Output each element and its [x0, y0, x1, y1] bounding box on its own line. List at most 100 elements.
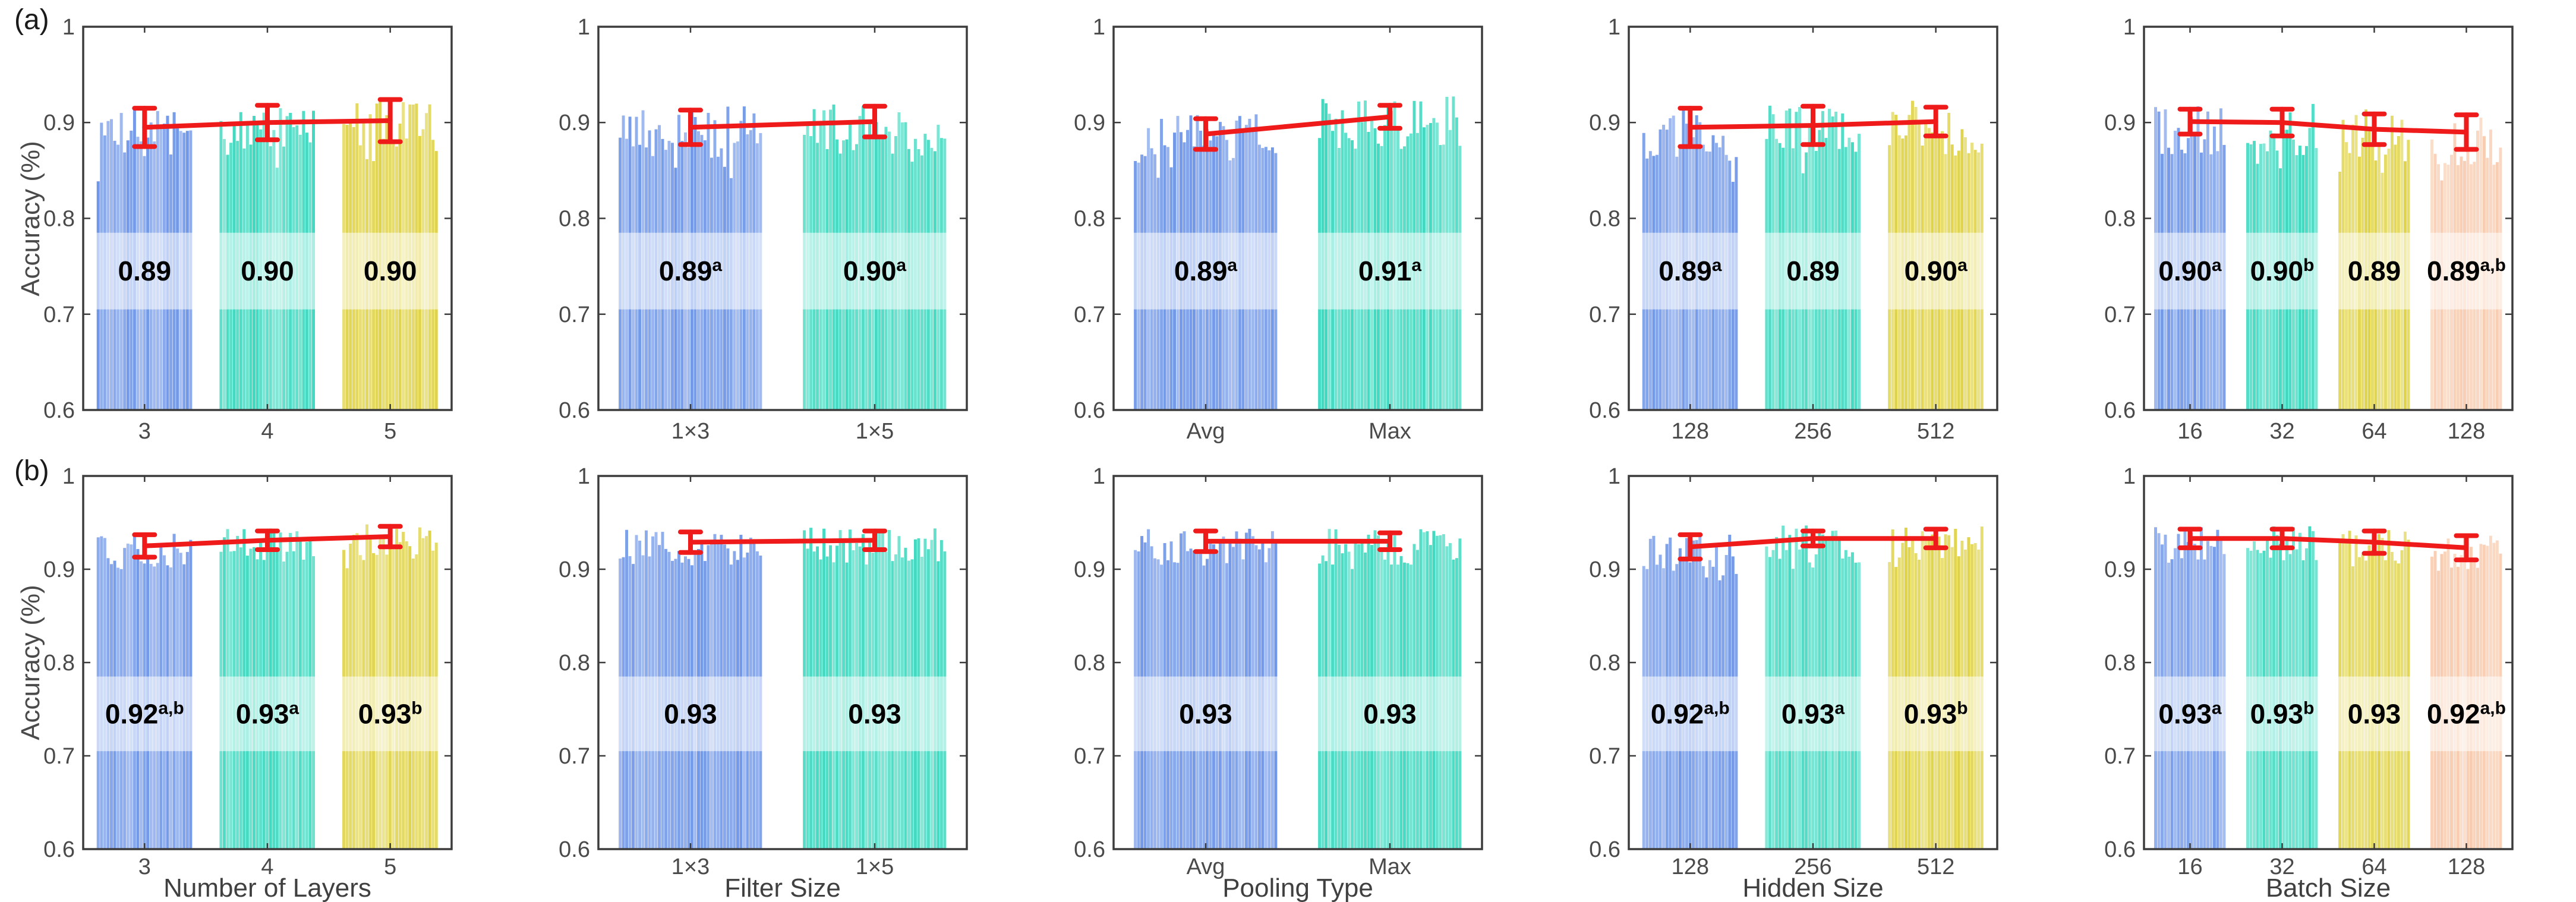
tick-marks — [1629, 475, 1997, 850]
subplot-a-batch-size: 0.90a 0.90b 0.89 0.89a,b 1 0.9 0.8 0.7 0.6 16 32 64… — [2061, 0, 2576, 451]
y-tick-label: 0.9 — [1074, 557, 1105, 582]
x-tick-label: 1×3 — [671, 854, 710, 879]
y-tick-label: 0.8 — [43, 207, 75, 232]
y-tick-label: 0.7 — [559, 744, 590, 769]
y-tick-label: 0.7 — [1589, 302, 1620, 327]
value-label: 0.89a — [659, 256, 723, 286]
y-tick-label: 0.7 — [2104, 302, 2136, 327]
x-tick-label: 3 — [138, 854, 151, 879]
x-tick-label: 1×5 — [856, 419, 894, 444]
x-tick-label: 1×3 — [671, 419, 710, 444]
x-tick-label: Max — [1369, 854, 1411, 879]
y-tick-label: 0.9 — [43, 557, 75, 582]
x-tick-label: 128 — [1672, 854, 1709, 879]
mean-line-and-error-bars — [1193, 528, 1402, 554]
y-tick-label: 1 — [2123, 464, 2136, 489]
y-tick-label: 0.6 — [559, 398, 590, 423]
mean-line-and-error-bars — [132, 523, 403, 560]
y-tick-label: 0.9 — [559, 557, 590, 582]
value-label: 0.89a — [1659, 256, 1722, 286]
value-label-band — [1114, 232, 1482, 310]
y-tick-label: 1 — [578, 15, 590, 40]
y-tick-label: 0.7 — [1074, 744, 1105, 769]
x-tick-label: 32 — [2269, 854, 2294, 879]
subplot-canvas: 0.89a 0.91a 1 0.9 0.8 0.7 0.6 Avg Max — [1074, 15, 1483, 444]
y-tick-label: 0.6 — [1589, 837, 1620, 862]
value-label-band — [2144, 232, 2512, 310]
subplot-b-number-of-layers: (b) Accuracy (%) 0.92a,b 0.93a 0.93b 1 0.9 0.… — [0, 451, 515, 902]
y-tick-label: 1 — [1608, 464, 1620, 489]
value-label: 0.93a — [236, 698, 299, 729]
y-tick-label: 1 — [1093, 464, 1105, 489]
x-tick-label: 128 — [2448, 854, 2485, 879]
x-tick-label: 16 — [2177, 854, 2202, 879]
value-label-band — [1114, 676, 1482, 752]
mean-line-and-error-bars — [2177, 106, 2479, 152]
mean-line-and-error-bars — [1678, 526, 1948, 562]
subplot-canvas: 0.89a 0.90a 1 0.9 0.8 0.7 0.6 1×3 1×5 — [559, 15, 968, 444]
subplot-a-filter-size: 0.89a 0.90a 1 0.9 0.8 0.7 0.6 1×3 1×5 — [515, 0, 1030, 451]
tick-marks — [1114, 26, 1482, 411]
tick-marks — [2144, 475, 2512, 850]
y-tick-label: 0.8 — [1074, 651, 1105, 676]
subplot-a-pooling-type: 0.89a 0.91a 1 0.9 0.8 0.7 0.6 Avg Max — [1030, 0, 1546, 451]
y-tick-label: 0.9 — [2104, 111, 2136, 135]
y-tick-label: 0.6 — [1589, 398, 1620, 423]
y-tick-label: 1 — [62, 15, 75, 40]
mean-line-and-error-bars — [1193, 103, 1402, 152]
x-tick-label: 32 — [2269, 419, 2294, 444]
value-label: 0.89a — [1174, 256, 1238, 286]
x-axis-label: Batch Size — [2266, 873, 2391, 902]
value-label-band — [1629, 676, 1997, 752]
tick-marks — [83, 26, 452, 411]
y-tick-label: 0.8 — [1074, 207, 1105, 232]
y-tick-label: 0.8 — [1589, 651, 1620, 676]
subplot-canvas: 0.93a 0.93b 0.93 0.92a,b10.90.80.70.616 32 64… — [2104, 464, 2514, 902]
value-label: 0.90 — [364, 256, 417, 286]
y-tick-label: 0.6 — [2104, 837, 2136, 862]
value-label: 0.89a,b — [2427, 256, 2506, 286]
value-label: 0.93 — [848, 698, 901, 729]
y-tick-label: 1 — [1608, 15, 1620, 40]
x-tick-label: 5 — [384, 854, 396, 879]
x-tick-label: 512 — [1917, 854, 1954, 879]
y-tick-label: 0.7 — [1589, 744, 1620, 769]
value-label: 0.93a — [1782, 698, 1845, 729]
value-label: 0.90a — [1905, 256, 1968, 286]
subplot-b-hidden-size: 0.92a,b 0.93a 0.93b 1 0.9 0.8 0.7 0.6 128 256 512 H… — [1546, 451, 2061, 902]
tick-marks — [598, 475, 967, 850]
x-tick-label: 4 — [261, 854, 273, 879]
x-axis-label: Filter Size — [724, 873, 841, 902]
tick-marks — [1114, 475, 1482, 850]
mean-line-and-error-bars — [2177, 526, 2479, 563]
y-tick-label: 0.6 — [559, 837, 590, 862]
y-tick-label: 0.8 — [2104, 651, 2136, 676]
x-tick-label: 3 — [138, 419, 151, 444]
subplot-canvas: 0.89 0.90 0.90 1 0.9 0.8 0.7 0.6 3 4 5 — [43, 15, 453, 444]
value-label: 0.93 — [2348, 698, 2401, 729]
subplot-b-filter-size: 0.93 0.93 1 0.9 0.8 0.7 0.6 1×3 1×5 Filter Size — [515, 451, 1030, 902]
value-label: 0.89 — [2348, 256, 2401, 286]
x-tick-label: 64 — [2361, 419, 2386, 444]
y-tick-label: 0.9 — [2104, 557, 2136, 582]
subplot-b-pooling-type: 0.93 0.93 1 0.9 0.8 0.7 0.6 Avg Max Pooling Type — [1030, 451, 1546, 902]
panel-b-row: (b) Accuracy (%) 0.92a,b 0.93a 0.93b 1 0.9 0.… — [0, 451, 2576, 902]
x-axis-label: Pooling Type — [1222, 873, 1373, 902]
x-tick-label: 1×5 — [856, 854, 894, 879]
x-tick-label: 256 — [1794, 854, 1831, 879]
tick-marks — [83, 475, 452, 850]
value-label: 0.93 — [1179, 698, 1232, 729]
y-tick-label: 0.9 — [1589, 557, 1620, 582]
y-tick-label: 0.6 — [1074, 398, 1105, 423]
value-label-band — [83, 676, 452, 752]
y-tick-label: 1 — [62, 464, 75, 489]
y-tick-label: 0.8 — [559, 207, 590, 232]
x-axis-label: Number of Layers — [163, 873, 371, 902]
value-label-band — [83, 232, 452, 310]
value-label: 0.90a — [843, 256, 907, 286]
value-label-band — [1629, 232, 1997, 310]
mean-line-and-error-bars — [678, 103, 887, 147]
